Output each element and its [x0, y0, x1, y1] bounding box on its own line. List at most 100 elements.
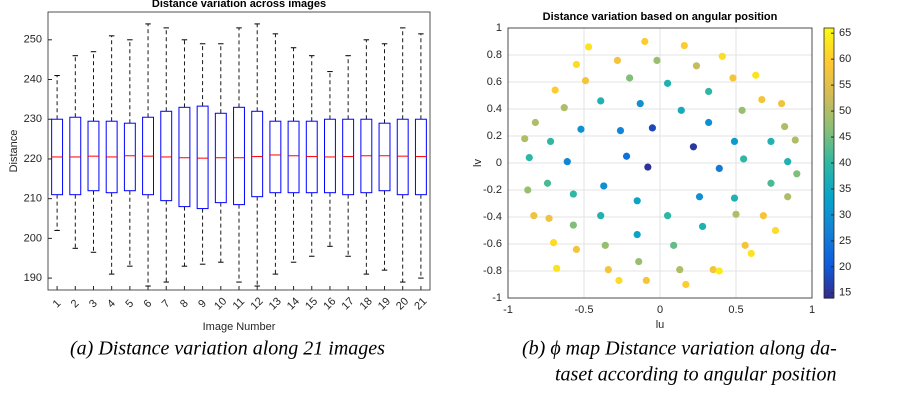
y-tick-label: 0.8 — [487, 49, 502, 61]
box — [123, 122, 136, 192]
colorbar-segment — [824, 118, 834, 122]
box — [196, 105, 209, 210]
box — [378, 122, 391, 192]
y-tick-label: 0 — [496, 157, 502, 169]
colorbar-segment — [824, 172, 834, 176]
scatter-point — [784, 158, 792, 166]
colorbar-segment — [824, 217, 834, 221]
colorbar-segment — [824, 112, 834, 116]
box — [251, 110, 264, 198]
scatter-point — [569, 221, 577, 229]
x-axis-label: Image Number — [203, 321, 276, 333]
scatter-point — [730, 194, 739, 202]
y-tick-label: 230 — [24, 113, 42, 125]
x-tick-label: 0 — [657, 304, 663, 316]
colorbar-segment — [824, 271, 834, 275]
y-tick-label: 1 — [496, 22, 502, 34]
colorbar-segment — [824, 289, 834, 293]
y-tick-label: 190 — [24, 272, 42, 284]
scatter-point — [597, 97, 605, 105]
colorbar-segment — [824, 280, 834, 284]
scatter-point — [636, 100, 644, 108]
scatter-point — [601, 241, 609, 249]
colorbar-tick-label: 65 — [839, 27, 851, 39]
colorbar-segment — [824, 130, 834, 134]
y-tick-label: 240 — [24, 73, 42, 85]
scatter-point — [747, 249, 755, 258]
colorbar-segment — [824, 121, 834, 125]
scatter-point — [729, 74, 737, 82]
scatter-point — [584, 43, 593, 51]
scatter-point — [525, 154, 533, 162]
scatter-point — [715, 164, 723, 172]
colorbar-segment — [824, 43, 834, 47]
colorbar-segment — [824, 85, 834, 89]
x-tick-label: 9 — [196, 298, 209, 311]
x-tick-label: 10 — [212, 295, 229, 312]
scatter-point — [524, 186, 532, 194]
scatter-point — [604, 266, 612, 274]
colorbar-segment — [824, 148, 834, 152]
colorbar-segment — [824, 292, 834, 296]
colorbar-segment — [824, 211, 834, 215]
scatter-point — [680, 41, 688, 50]
scatter-point — [778, 100, 786, 108]
colorbar-segment — [824, 256, 834, 260]
x-tick-label: 2 — [69, 298, 82, 311]
colorbar-segment — [824, 274, 834, 278]
colorbar-tick-label: 45 — [839, 131, 851, 143]
scatter-point — [600, 182, 608, 190]
colorbar-segment — [824, 295, 834, 299]
scatter-point — [597, 212, 605, 220]
colorbar-segment — [824, 277, 834, 281]
x-tick-label: 16 — [321, 295, 338, 312]
colorbar-segment — [824, 157, 834, 161]
colorbar-segment — [824, 76, 834, 80]
colorbar-segment — [824, 64, 834, 68]
x-tick-label: 14 — [285, 295, 302, 312]
colorbar-segment — [824, 91, 834, 95]
colorbar-segment — [824, 202, 834, 206]
x-tick-label: 7 — [160, 298, 173, 311]
scatter-point — [560, 104, 568, 112]
scatter-point — [758, 95, 766, 104]
scatter-point — [641, 37, 649, 46]
colorbar-segment — [824, 61, 834, 65]
colorbar-segment — [824, 160, 834, 164]
scatter-point — [732, 210, 740, 218]
colorbar-tick-label: 15 — [839, 287, 851, 299]
scatter-point — [581, 77, 590, 85]
colorbar-segment — [824, 34, 834, 38]
scatter-point — [635, 257, 643, 266]
colorbar-tick-label: 20 — [839, 261, 851, 273]
scatter-point — [644, 163, 652, 171]
colorbar-segment — [824, 262, 834, 266]
scatter-point — [648, 124, 657, 132]
x-tick-label: 20 — [394, 295, 411, 312]
y-tick-label: -0.8 — [483, 265, 502, 277]
chart-title: Distance variation based on angular posi… — [543, 11, 778, 23]
scatter-point — [698, 222, 707, 231]
caption: (a) Distance variation along 21 images — [70, 338, 385, 360]
x-tick-label: 11 — [231, 296, 248, 313]
y-tick-label: 0.6 — [487, 76, 502, 88]
colorbar-segment — [824, 241, 834, 245]
scatter-point — [664, 79, 672, 87]
colorbar-segment — [824, 82, 834, 86]
colorbar-segment — [824, 253, 834, 257]
scatter-point — [682, 280, 690, 289]
scatter-point — [791, 136, 799, 144]
colorbar-segment — [824, 88, 834, 92]
x-tick-label: 13 — [267, 295, 284, 312]
colorbar-segment — [824, 205, 834, 209]
scatter-point — [521, 135, 529, 143]
scatter-point — [738, 106, 746, 114]
colorbar-segment — [824, 214, 834, 218]
colorbar-segment — [824, 28, 834, 32]
scatter-point — [689, 143, 698, 151]
scatter-point — [530, 212, 538, 220]
scatter-point — [718, 52, 726, 60]
scatter-point — [572, 245, 581, 253]
colorbar-segment — [824, 52, 834, 56]
chart-title: Distance variation across images — [152, 0, 326, 10]
